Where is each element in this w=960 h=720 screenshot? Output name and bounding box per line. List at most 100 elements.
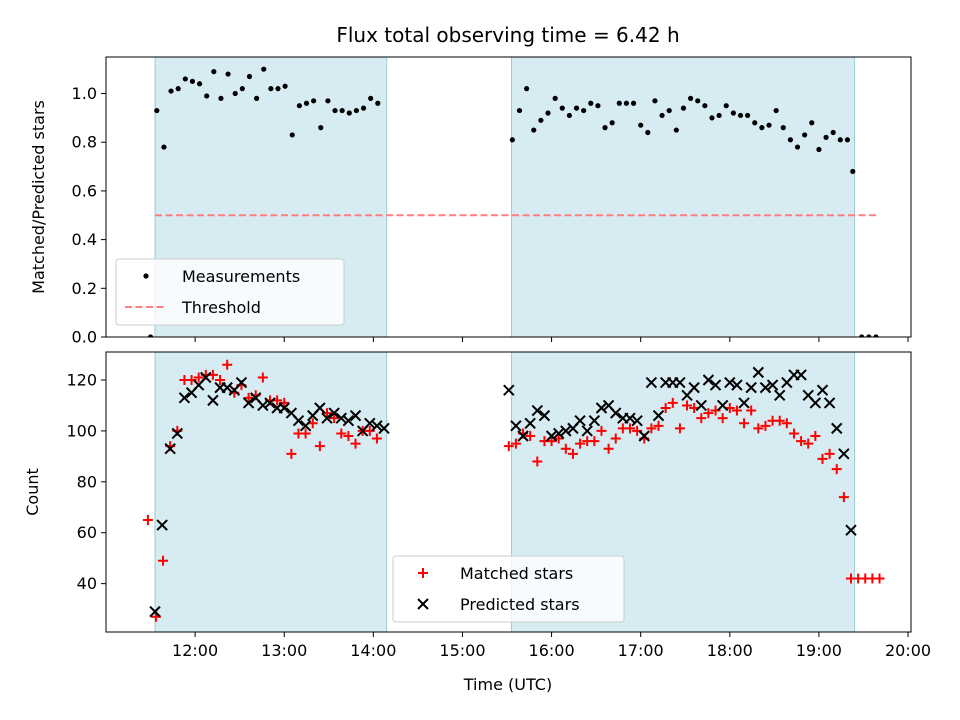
x-tick-label: 20:00	[885, 641, 931, 660]
data-point	[200, 371, 212, 384]
data-point	[243, 392, 254, 403]
data-point	[760, 420, 771, 431]
data-point	[595, 103, 601, 109]
data-point	[371, 420, 383, 432]
data-point	[787, 137, 794, 143]
data-point	[753, 423, 764, 434]
legend-swatch	[143, 273, 149, 279]
data-point	[746, 405, 757, 416]
ratio-panel: 0.0 0.2 0.4 0.6 0.8 1.0 Matched/Predicted star…	[29, 56, 912, 347]
data-point	[560, 443, 571, 454]
data-point	[645, 376, 658, 389]
data-point	[346, 110, 352, 116]
data-point	[759, 125, 765, 131]
data-point	[239, 86, 245, 92]
data-point	[339, 107, 345, 114]
data-point	[215, 375, 226, 385]
data-point	[745, 112, 751, 119]
data-point	[332, 107, 338, 114]
data-point	[525, 431, 536, 441]
data-point	[603, 443, 614, 454]
data-point	[609, 120, 615, 126]
y-tick-label: 100	[66, 421, 97, 440]
data-point	[242, 397, 255, 409]
data-point	[314, 441, 325, 452]
data-point	[531, 404, 544, 417]
data-point	[588, 415, 601, 427]
y-tick-label: 80	[77, 472, 97, 491]
data-point	[837, 137, 843, 143]
data-point	[510, 438, 521, 449]
data-point	[218, 95, 224, 101]
data-point	[275, 86, 281, 92]
data-point	[156, 519, 168, 531]
data-point	[610, 433, 621, 444]
data-point	[716, 399, 729, 412]
data-point	[816, 384, 829, 396]
legend-label: Predicted stars	[460, 595, 580, 614]
data-point	[360, 105, 367, 111]
data-point	[204, 93, 210, 99]
data-point	[695, 98, 701, 104]
y-tick-label: 0.6	[72, 181, 97, 200]
data-point	[292, 415, 305, 427]
x-tick-label: 14:00	[350, 641, 396, 660]
data-point	[257, 372, 268, 383]
data-point	[559, 105, 565, 111]
data-point	[232, 90, 238, 97]
data-point	[545, 110, 551, 116]
data-point	[866, 334, 872, 337]
data-point	[349, 409, 362, 422]
legend-box	[392, 555, 625, 623]
data-point	[189, 78, 196, 84]
y-tick-label: 60	[77, 523, 97, 542]
data-point	[730, 110, 736, 116]
data-point	[567, 448, 578, 459]
legend-swatch	[417, 598, 429, 610]
data-point	[314, 402, 326, 414]
data-point	[510, 420, 522, 432]
data-point	[610, 407, 622, 419]
data-point	[810, 431, 821, 441]
data-point	[149, 605, 161, 618]
data-point	[581, 107, 587, 114]
data-point	[752, 120, 758, 126]
data-point	[343, 431, 354, 441]
x-tick-label: 18:00	[707, 641, 753, 660]
data-point	[667, 397, 678, 408]
x-tick-label: 17:00	[618, 641, 664, 660]
data-point	[524, 86, 530, 92]
axes-frame	[105, 56, 912, 338]
data-point	[225, 71, 231, 77]
data-point	[716, 112, 722, 119]
data-point	[809, 397, 822, 409]
data-point	[674, 423, 685, 434]
data-point	[207, 394, 219, 407]
data-point	[325, 98, 331, 104]
legend-label: Matched stars	[460, 564, 573, 583]
data-point	[303, 100, 310, 106]
data-point	[516, 107, 523, 114]
data-point	[311, 98, 317, 104]
data-point	[702, 374, 715, 386]
data-point	[652, 98, 658, 104]
data-point	[702, 103, 708, 109]
data-point	[538, 117, 544, 123]
data-point	[773, 389, 786, 401]
data-point	[638, 122, 644, 128]
data-point	[175, 86, 181, 92]
data-point	[780, 125, 786, 131]
data-point	[164, 443, 176, 455]
data-point	[532, 456, 543, 467]
data-point	[353, 107, 360, 114]
data-point	[646, 423, 657, 434]
data-point	[717, 413, 728, 424]
data-point	[560, 425, 572, 437]
data-point	[335, 412, 347, 424]
data-point	[524, 417, 536, 429]
data-point	[774, 415, 785, 426]
data-point	[709, 115, 715, 121]
x-tick-label: 12:00	[172, 641, 218, 660]
data-point	[222, 359, 233, 370]
data-point	[666, 107, 672, 114]
